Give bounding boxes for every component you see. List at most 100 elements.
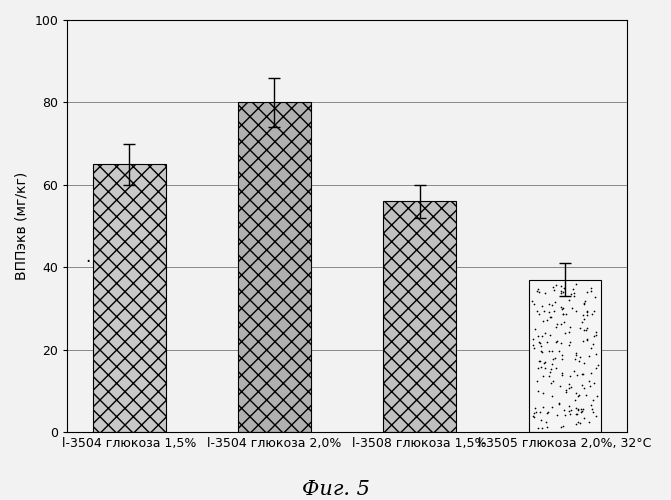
Point [559, 330, 570, 338]
Point [584, 382, 595, 390]
Point [558, 310, 568, 318]
Point [571, 410, 582, 418]
Point [591, 364, 602, 372]
Point [578, 414, 589, 422]
Point [584, 378, 595, 386]
Point [560, 411, 570, 419]
Point [576, 408, 587, 416]
Point [533, 332, 544, 340]
Point [556, 351, 567, 359]
Point [573, 406, 584, 414]
Point [546, 365, 556, 373]
Point [568, 290, 579, 298]
Point [561, 388, 572, 396]
Point [550, 298, 560, 306]
Point [541, 408, 552, 416]
Point [548, 282, 559, 290]
Point [527, 335, 538, 343]
Point [588, 380, 599, 388]
Point [536, 302, 547, 310]
Point [568, 367, 579, 375]
Point [542, 408, 553, 416]
Point [587, 408, 598, 416]
Point [541, 424, 552, 432]
Point [544, 300, 554, 308]
Point [573, 391, 584, 399]
Text: ·: · [86, 254, 91, 272]
Point [588, 340, 599, 348]
Point [558, 288, 568, 296]
Point [575, 353, 586, 361]
Point [559, 406, 570, 413]
Point [557, 370, 568, 378]
Point [582, 308, 592, 316]
Point [566, 304, 577, 312]
Point [582, 311, 592, 319]
Point [592, 361, 603, 369]
Point [531, 408, 541, 416]
Point [534, 339, 545, 347]
Point [552, 336, 563, 344]
Point [548, 355, 558, 363]
Point [571, 404, 582, 412]
Point [539, 364, 550, 372]
Point [570, 420, 581, 428]
Point [533, 386, 544, 394]
Point [571, 348, 582, 356]
Point [580, 391, 591, 399]
Point [558, 304, 568, 312]
Point [564, 410, 575, 418]
Point [527, 298, 537, 306]
Point [542, 338, 553, 346]
Point [534, 338, 545, 346]
Point [574, 324, 585, 332]
Point [546, 313, 556, 321]
Point [588, 396, 599, 404]
Point [558, 310, 569, 318]
Point [539, 289, 550, 297]
Point [578, 326, 589, 334]
Point [529, 413, 539, 421]
Point [563, 341, 574, 349]
Point [535, 363, 546, 371]
Point [582, 288, 592, 296]
Point [576, 406, 586, 413]
Point [547, 360, 558, 368]
Point [565, 290, 576, 298]
Point [566, 406, 576, 414]
Point [591, 328, 602, 336]
Point [547, 348, 558, 356]
Point [545, 312, 556, 320]
Point [564, 296, 574, 304]
Point [550, 354, 561, 362]
Point [586, 284, 597, 292]
Point [544, 308, 555, 316]
Point [556, 303, 566, 311]
Point [548, 306, 559, 314]
Point [574, 358, 585, 366]
Point [557, 305, 568, 313]
Point [581, 307, 592, 315]
Point [578, 316, 589, 324]
Point [564, 338, 575, 346]
Point [572, 370, 582, 378]
Point [551, 338, 562, 345]
Point [532, 364, 543, 372]
Point [554, 399, 564, 407]
Point [570, 280, 581, 287]
Point [579, 358, 590, 366]
Point [565, 323, 576, 331]
Point [551, 323, 562, 331]
Point [558, 318, 569, 326]
Point [568, 292, 579, 300]
Point [551, 320, 562, 328]
Point [582, 336, 592, 344]
Point [573, 392, 584, 400]
Point [544, 346, 555, 354]
Point [581, 334, 592, 342]
Point [538, 358, 549, 366]
Point [533, 424, 544, 432]
Point [565, 372, 576, 380]
Point [539, 358, 550, 366]
Point [533, 288, 544, 296]
